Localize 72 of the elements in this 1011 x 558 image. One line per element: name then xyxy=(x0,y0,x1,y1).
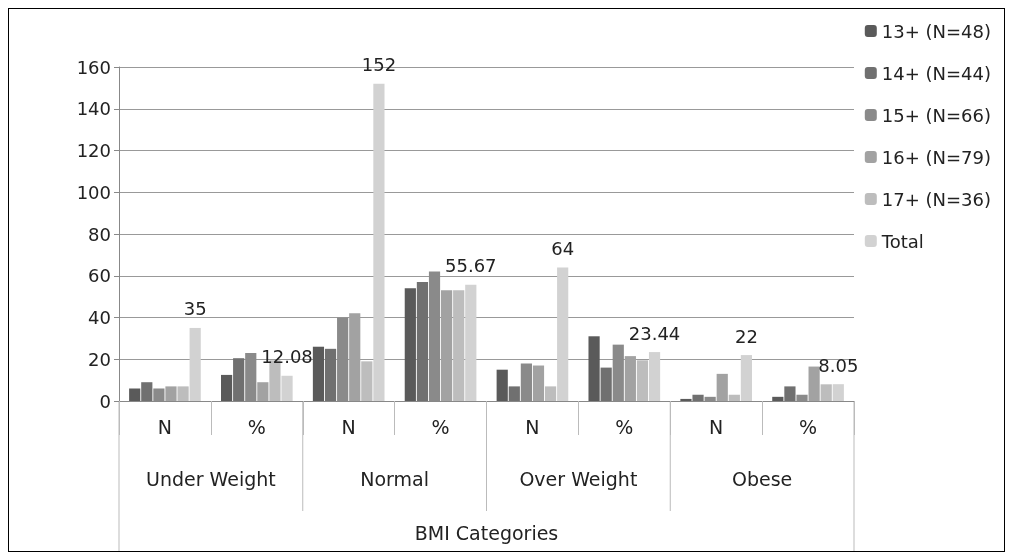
data-label: 55.67 xyxy=(445,255,497,277)
y-tick-label: 80 xyxy=(88,223,111,245)
legend-label: 17+ (N=36) xyxy=(881,188,992,210)
bar xyxy=(189,327,201,401)
bar xyxy=(404,288,416,401)
y-tick-label: 20 xyxy=(88,348,111,370)
data-label: 152 xyxy=(361,54,397,76)
legend-label: 13+ (N=48) xyxy=(881,20,992,42)
bar xyxy=(465,284,477,401)
bar xyxy=(557,267,569,401)
bar xyxy=(728,394,740,401)
text: Over Weight xyxy=(519,467,638,490)
bar xyxy=(233,358,245,401)
legend-label: 16+ (N=79) xyxy=(881,146,992,168)
bar xyxy=(416,282,429,401)
bar xyxy=(312,346,325,401)
bar xyxy=(740,355,753,401)
x-tick-label: N xyxy=(157,415,173,438)
y-tick-label: 0 xyxy=(99,390,111,412)
bar xyxy=(508,386,520,401)
data-label: 12.08 xyxy=(261,346,313,368)
legend-label: Total xyxy=(880,230,924,252)
bar xyxy=(324,348,337,401)
x-tick-label: % xyxy=(615,415,634,438)
y-tick-label: 100 xyxy=(76,181,111,203)
data-label: 23.44 xyxy=(628,322,681,344)
bar xyxy=(588,336,600,401)
bar xyxy=(600,367,612,401)
x-tick-label: % xyxy=(247,415,266,438)
bar xyxy=(361,361,373,401)
text: Under Weight xyxy=(146,467,276,490)
bar xyxy=(220,374,233,401)
data-label: 64 xyxy=(551,237,575,259)
y-tick-label: 120 xyxy=(76,140,111,161)
bar xyxy=(636,360,649,401)
y-tick-label: 140 xyxy=(76,98,111,120)
x-tick-label: % xyxy=(799,415,818,438)
y-tick-label: 60 xyxy=(88,265,111,287)
bar xyxy=(129,388,141,401)
data-label: 22 xyxy=(734,325,758,347)
bar xyxy=(648,352,661,401)
bar xyxy=(373,83,385,401)
x-tick-label: N xyxy=(709,415,724,438)
text: Obese xyxy=(731,467,793,490)
bar xyxy=(832,384,844,401)
bar xyxy=(716,373,728,401)
bar xyxy=(544,386,557,401)
x-tick-label: % xyxy=(431,415,450,438)
legend-label: 14+ (N=44) xyxy=(881,62,992,84)
bar xyxy=(532,365,545,401)
bar xyxy=(784,386,796,401)
bar xyxy=(808,366,820,401)
bar xyxy=(820,384,832,401)
x-tick-label: N xyxy=(341,415,356,438)
data-label: 35 xyxy=(183,298,207,320)
bar xyxy=(141,382,153,401)
x-axis-title: BMI Categories xyxy=(414,521,559,544)
y-tick-label: 40 xyxy=(88,307,111,328)
bar xyxy=(692,394,704,401)
bar xyxy=(772,396,784,401)
bar xyxy=(680,398,692,401)
legend-label: 15+ (N=66) xyxy=(881,104,992,126)
bar xyxy=(257,382,269,401)
text: Normal xyxy=(360,467,429,490)
bar xyxy=(177,386,189,401)
y-tick-label: 160 xyxy=(76,56,111,78)
bar xyxy=(453,290,465,401)
data-label: 8.05 xyxy=(818,354,859,376)
x-tick-label: N xyxy=(525,415,540,438)
bar xyxy=(165,386,177,401)
bar xyxy=(496,369,508,401)
bar xyxy=(281,375,293,401)
